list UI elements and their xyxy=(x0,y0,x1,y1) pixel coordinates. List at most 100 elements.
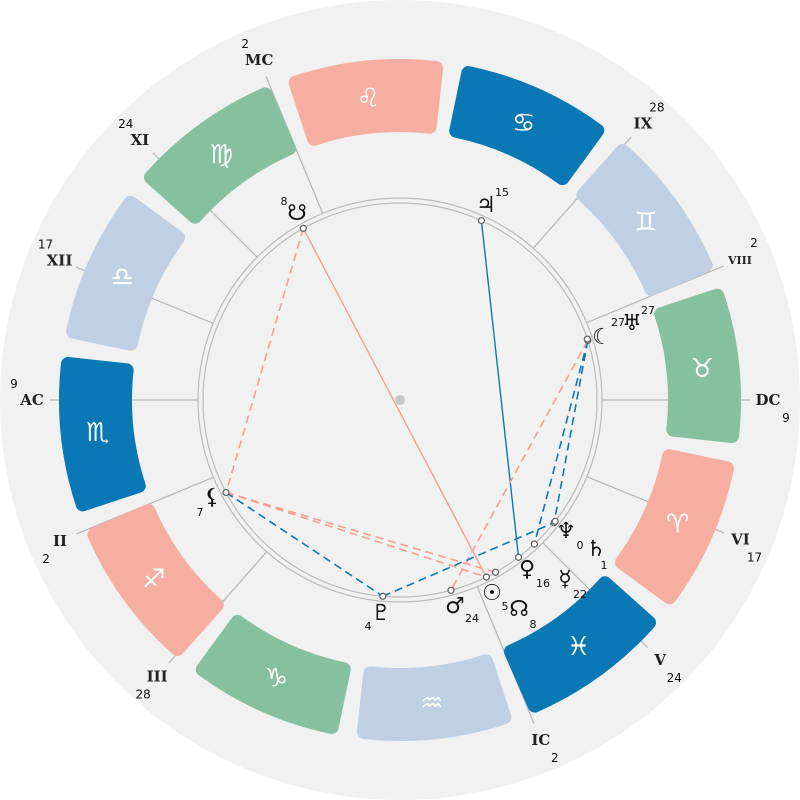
uranus-icon: ♅ xyxy=(622,311,642,336)
house-label: AC xyxy=(19,391,44,409)
house-label: XI xyxy=(130,131,149,149)
house-label: IC xyxy=(531,731,550,749)
house-label: V xyxy=(653,651,666,669)
sign-segment-leo xyxy=(288,59,444,146)
sign-glyph-pisces-icon: ♓︎ xyxy=(567,632,590,662)
sign-glyph-gemini-icon: ♊︎ xyxy=(634,207,657,237)
sign-glyph-leo-icon: ♌︎ xyxy=(357,84,380,114)
house-label: VI xyxy=(730,531,750,549)
aspect-line-pluto-neptune xyxy=(382,521,555,597)
planet-north-node[interactable]: ☊8 xyxy=(491,568,537,631)
house-degree: 28 xyxy=(649,101,664,115)
planet-point xyxy=(491,568,500,576)
aspect-line-moon-mercury xyxy=(533,340,589,545)
sign-glyph-aries-icon: ♈︎ xyxy=(666,510,689,540)
planet-mercury[interactable]: ☿22 xyxy=(530,540,587,601)
planet-degree: 7 xyxy=(197,506,204,519)
house-degree: 24 xyxy=(667,671,682,685)
sign-segment-libra xyxy=(66,195,186,351)
lilith-icon: ⚸ xyxy=(204,485,220,510)
house-degree: 9 xyxy=(10,377,18,391)
sign-segment-gemini xyxy=(576,144,713,297)
aspect-line-moon-neptune xyxy=(553,340,589,523)
house-label: IX xyxy=(634,115,653,133)
planet-point xyxy=(299,224,307,233)
planet-point xyxy=(551,517,559,525)
planet-degree: 24 xyxy=(465,612,479,625)
planet-venus[interactable]: ♀16 xyxy=(514,553,550,590)
planet-uranus[interactable]: ♅27 xyxy=(583,304,655,343)
planet-point xyxy=(530,540,539,548)
aspect-line-jupiter-venus xyxy=(480,220,520,558)
sign-glyph-capricorn-icon: ♑︎ xyxy=(265,664,288,694)
mars-icon: ♂ xyxy=(445,594,465,619)
planet-degree: 4 xyxy=(365,620,372,633)
sign-glyph-libra-icon: ♎︎ xyxy=(111,262,134,292)
sign-segment-virgo xyxy=(144,87,297,224)
mercury-icon: ☿ xyxy=(558,567,572,592)
planet-point xyxy=(477,216,486,225)
house-label: II xyxy=(53,532,67,550)
moon-icon: ☾ xyxy=(592,325,612,350)
house-degree: 2 xyxy=(42,552,50,566)
sign-segment-taurus xyxy=(654,288,741,444)
inner-circle-outer-ring xyxy=(197,197,603,603)
planet-degree: 27 xyxy=(611,316,625,329)
aspect-line-moon-mars xyxy=(450,340,589,591)
planet-degree: 16 xyxy=(536,577,550,590)
planet-south-node[interactable]: ☋8 xyxy=(281,195,307,233)
sign-glyph-scorpio-icon: ♏︎ xyxy=(86,418,109,448)
center-dot xyxy=(395,395,405,405)
house-label: VIII xyxy=(727,254,752,267)
venus-icon: ♀ xyxy=(519,557,535,582)
jupiter-icon: ♃ xyxy=(476,193,496,218)
sign-segment-aries xyxy=(614,449,734,605)
planet-degree: 5 xyxy=(502,600,509,613)
house-label: DC xyxy=(756,391,781,409)
planet-point xyxy=(222,488,230,497)
sign-glyph-sagittarius-icon: ♐︎ xyxy=(142,565,165,595)
aspect-line-south-node-lilith xyxy=(225,228,305,493)
house-label: XII xyxy=(47,251,73,269)
planet-saturn[interactable]: ♄1 xyxy=(551,517,608,572)
planet-degree: 15 xyxy=(495,186,509,199)
pluto-icon: ♇ xyxy=(371,601,391,626)
saturn-icon: ♄ xyxy=(586,537,606,562)
planet-jupiter[interactable]: ♃15 xyxy=(476,186,509,225)
north-node-icon: ☊ xyxy=(509,597,529,622)
house-degree: 28 xyxy=(135,687,150,701)
planet-point xyxy=(379,592,387,600)
planet-lilith[interactable]: ⚸7 xyxy=(197,485,230,519)
sign-segment-sagittarius xyxy=(87,503,224,656)
house-degree: 2 xyxy=(241,37,249,51)
planet-point xyxy=(514,553,523,561)
planet-degree: 8 xyxy=(530,618,537,631)
planet-degree: 1 xyxy=(601,559,608,572)
sign-segment-aquarius xyxy=(356,654,512,741)
sign-segment-scorpio xyxy=(59,356,146,512)
planet-mars[interactable]: ♂ 24 xyxy=(445,586,479,625)
sign-segment-pisces xyxy=(503,576,656,713)
planet-point xyxy=(482,573,491,581)
planet-point xyxy=(583,335,592,343)
sign-glyph-aquarius-icon: ♒︎ xyxy=(420,688,443,718)
sign-glyph-virgo-icon: ♍︎ xyxy=(210,140,233,170)
house-label: MC xyxy=(245,51,274,69)
aspect-line-lilith-sun xyxy=(225,491,487,578)
sign-glyph-taurus-icon: ♉︎ xyxy=(691,354,714,384)
aspect-line-south-node-sun xyxy=(302,228,487,578)
house-degree: 24 xyxy=(118,117,133,131)
sign-glyph-cancer-icon: ♋︎ xyxy=(512,108,535,138)
sign-segment-capricorn xyxy=(195,614,351,734)
sign-segment-cancer xyxy=(449,66,605,186)
planet-point xyxy=(447,586,455,594)
planet-degree: 8 xyxy=(281,195,288,208)
planet-pluto[interactable]: ♇4 xyxy=(365,592,391,633)
south-node-icon: ☋ xyxy=(287,201,307,226)
aspect-line-lilith-pluto xyxy=(225,491,384,597)
house-degree: 2 xyxy=(750,236,758,250)
aspect-line-lilith-north-node xyxy=(225,491,496,574)
planet-sun[interactable]: ☉5 xyxy=(482,573,509,613)
house-degree: 17 xyxy=(38,237,53,251)
